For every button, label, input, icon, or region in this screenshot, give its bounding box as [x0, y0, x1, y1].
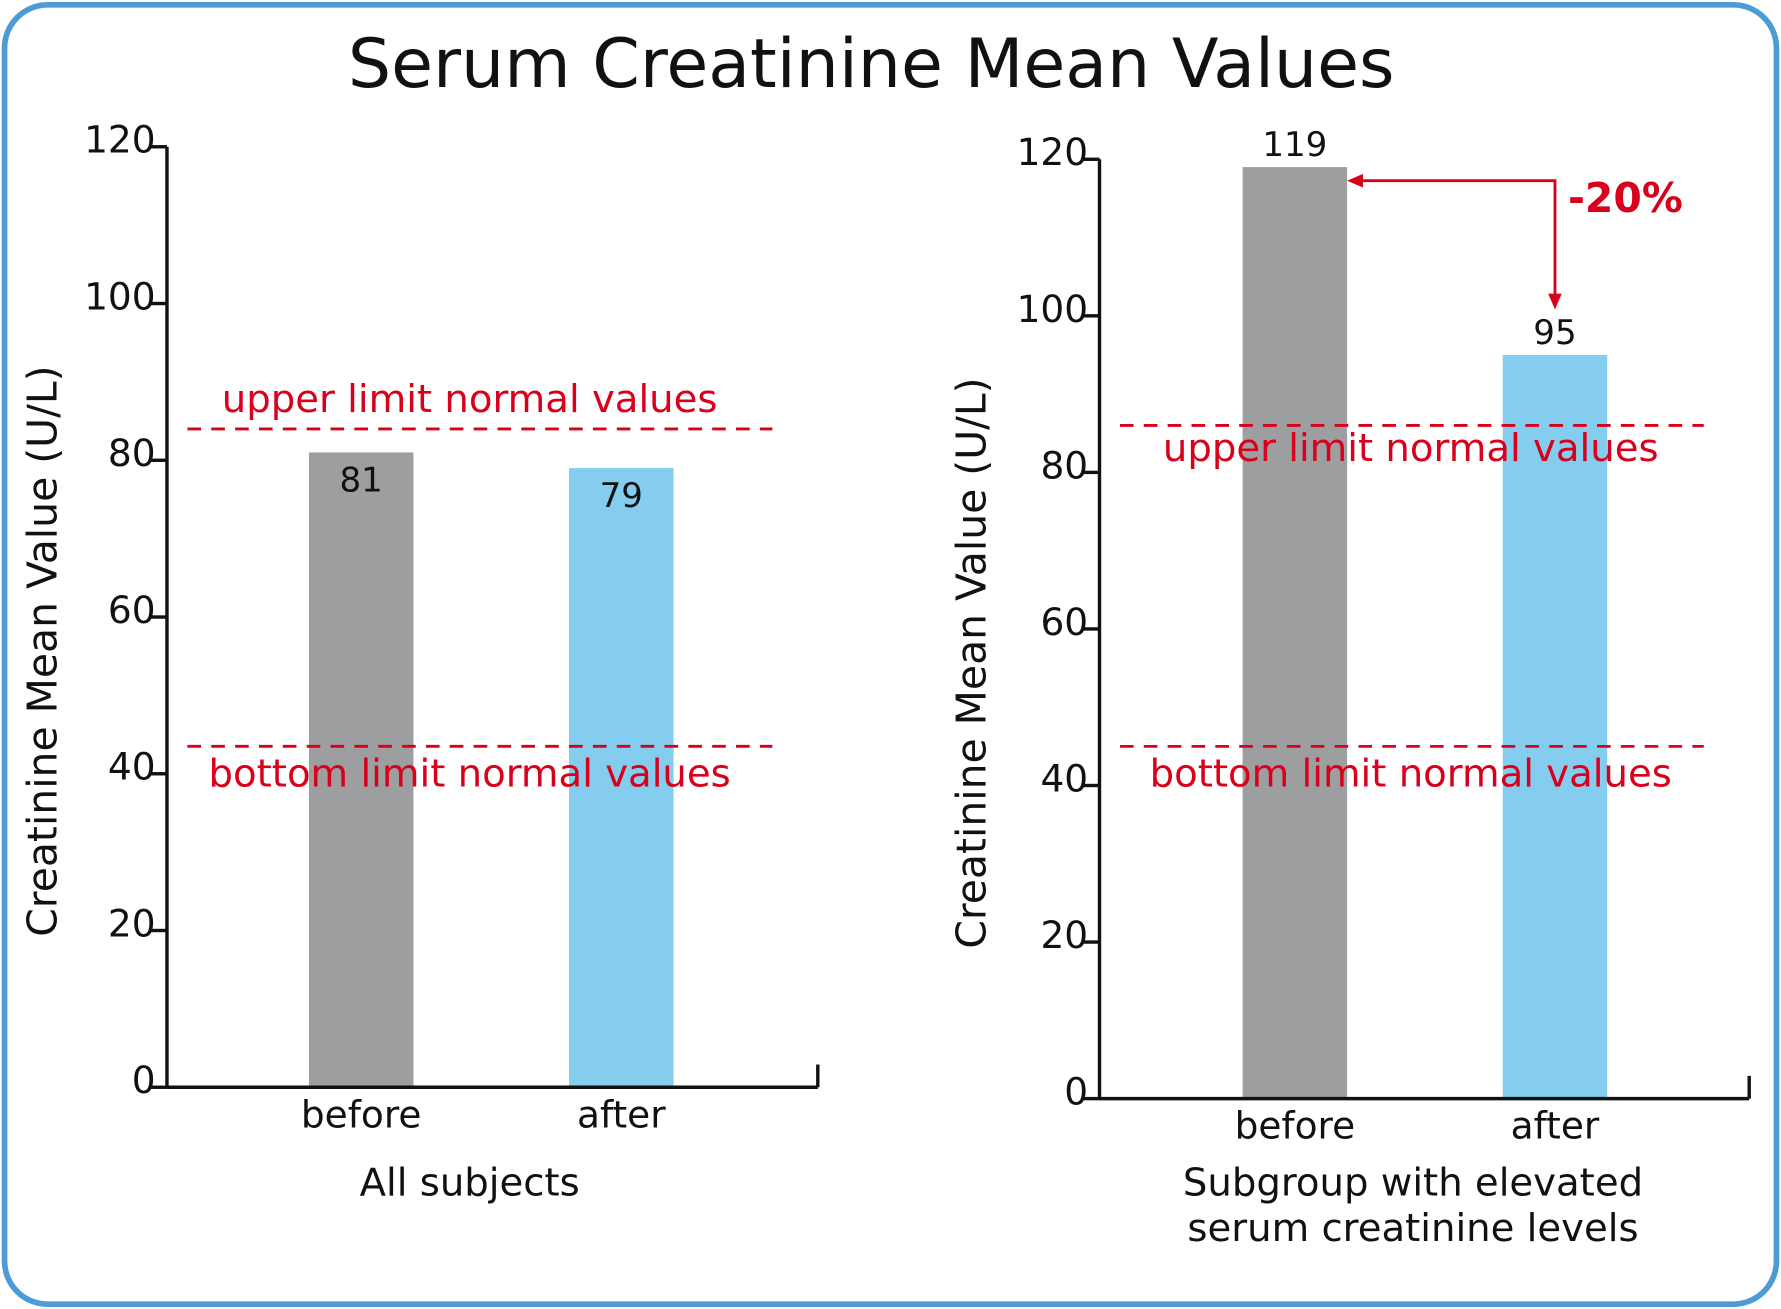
reference-label: upper limit normal values: [1163, 426, 1659, 471]
y-tick-label: 120: [84, 118, 156, 162]
arrow-head: [1347, 173, 1364, 188]
annotation: -20%: [1568, 174, 1683, 222]
y-axis-label: Creatinine Mean Value (U/L): [948, 377, 996, 948]
x-tick-label: before: [1235, 1104, 1356, 1148]
reference-label: upper limit normal values: [222, 377, 718, 422]
value-label: 79: [600, 476, 643, 516]
y-tick-label: 0: [1064, 1070, 1088, 1114]
y-axis-label: Creatinine Mean Value (U/L): [18, 365, 66, 936]
y-tick-label: 80: [108, 431, 156, 475]
reference-label: bottom limit normal values: [1150, 751, 1672, 796]
y-tick-label: 40: [1040, 756, 1088, 800]
y-tick-label: 40: [108, 745, 156, 789]
y-tick-label: 20: [1040, 913, 1088, 957]
arrow-head: [1548, 293, 1562, 310]
chart-title: Serum Creatinine Mean Values: [348, 25, 1395, 104]
value-label: 95: [1533, 313, 1576, 353]
x-tick-label: after: [577, 1092, 666, 1136]
bar: [308, 452, 414, 1088]
y-tick-label: 120: [1017, 130, 1089, 174]
x-axis-label: All subjects: [360, 1160, 580, 1205]
annotation-arrow: [1363, 179, 1557, 296]
x-tick-label: after: [1511, 1104, 1600, 1148]
y-tick-label: 20: [108, 901, 156, 945]
bar: [1242, 167, 1348, 1099]
x-axis-label: serum creatinine levels: [1187, 1206, 1638, 1251]
y-tick-label: 0: [132, 1058, 156, 1102]
y-tick-label: 80: [1040, 443, 1088, 487]
y-tick-label: 60: [1040, 600, 1088, 644]
x-tick-label: before: [301, 1092, 422, 1136]
y-tick-label: 100: [1017, 287, 1089, 331]
value-label: 119: [1262, 125, 1327, 165]
bar: [1502, 354, 1608, 1099]
value-label: 81: [340, 460, 383, 500]
x-axis-label: Subgroup with elevated: [1183, 1160, 1643, 1205]
bar: [569, 468, 674, 1088]
y-tick-label: 60: [108, 588, 156, 632]
reference-label: bottom limit normal values: [209, 751, 731, 796]
y-tick-label: 100: [84, 274, 156, 318]
